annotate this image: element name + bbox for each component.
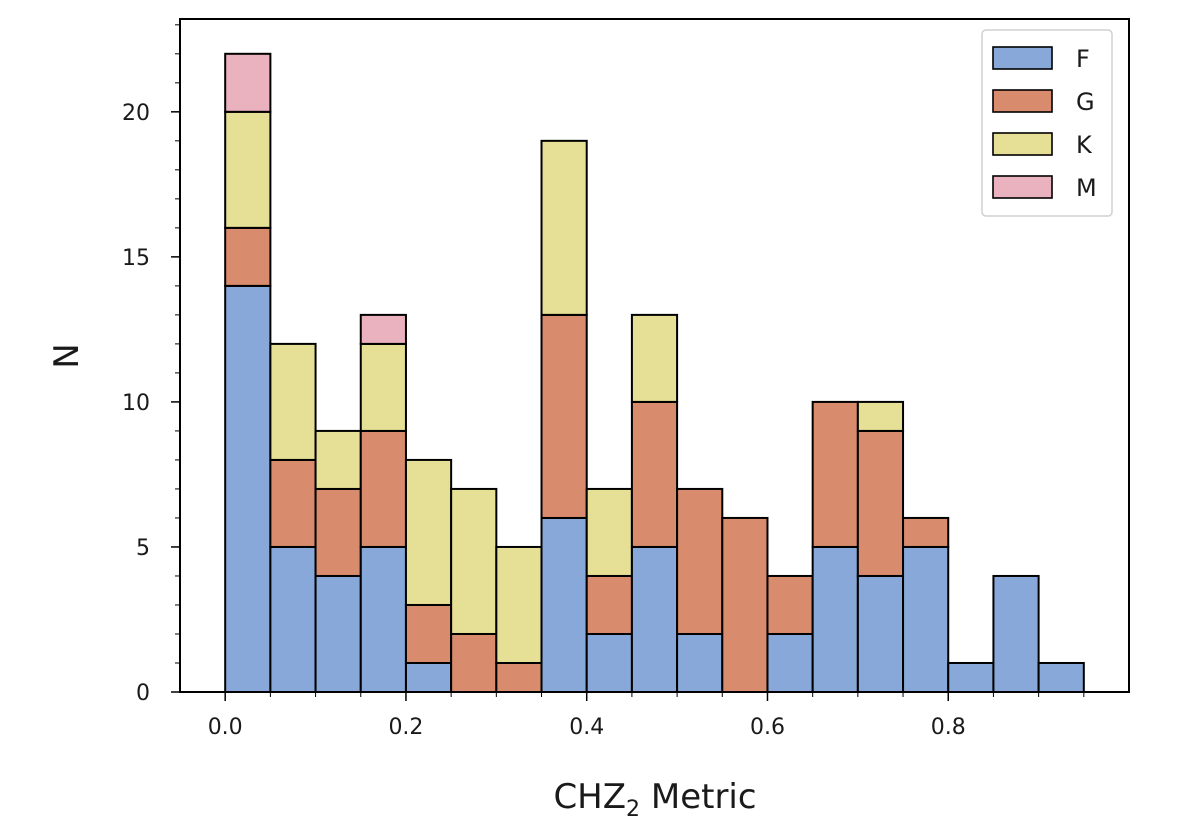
x-axis-title: CHZ2 Metric: [553, 777, 756, 822]
bar-g-bin-9: [630, 400, 679, 548]
y-tick-label: 0: [136, 681, 150, 706]
legend: F G K M: [981, 29, 1113, 217]
x-tick-label: 0.0: [208, 715, 243, 740]
plot-frame: [179, 18, 1130, 693]
bar-k-bin-3: [359, 342, 407, 432]
bar-f-bin-0: [224, 284, 272, 693]
y-tick-label: 5: [136, 536, 150, 561]
bar-g-bin-1: [269, 458, 317, 548]
bar-f-bin-10: [676, 632, 724, 694]
bar-f-bin-17: [992, 574, 1040, 693]
bar-k-bin-6: [495, 545, 543, 664]
bar-g-bin-14: [856, 429, 905, 577]
bar-f-bin-12: [766, 632, 814, 694]
bar-f-bin-8: [585, 632, 633, 694]
legend-label-m: M: [1076, 174, 1097, 202]
x-tick-label: 0.4: [569, 715, 604, 740]
bar-k-bin-14: [856, 400, 905, 432]
bar-f-bin-13: [811, 545, 859, 694]
bars-layer: [224, 52, 1085, 694]
bar-f-bin-15: [902, 545, 950, 694]
x-axis-title-subscript: 2: [626, 797, 640, 822]
bar-k-bin-1: [269, 342, 317, 461]
y-tick-label: 10: [122, 391, 150, 416]
bar-f-bin-2: [314, 574, 362, 693]
x-tick-label: 0.8: [931, 715, 966, 740]
bar-k-bin-2: [314, 429, 362, 490]
legend-label-k: K: [1076, 131, 1093, 159]
y-tick-label: 20: [122, 101, 150, 126]
bar-k-bin-5: [450, 487, 498, 635]
bar-k-bin-8: [585, 487, 633, 577]
bar-g-bin-0: [224, 226, 272, 287]
bar-f-bin-4: [404, 661, 453, 694]
legend-label-g: G: [1076, 88, 1095, 116]
bar-g-bin-15: [902, 516, 950, 548]
bar-g-bin-12: [766, 574, 814, 635]
x-tick-label: 0.6: [750, 715, 785, 740]
y-tick-label: 15: [122, 246, 150, 271]
bar-f-bin-16: [947, 661, 995, 694]
bar-g-bin-3: [359, 429, 407, 548]
bar-g-bin-13: [811, 400, 859, 548]
legend-frame: [981, 29, 1113, 217]
bar-m-bin-0: [224, 52, 272, 113]
bar-g-bin-10: [676, 487, 724, 635]
bar-g-bin-11: [721, 516, 769, 694]
bar-k-bin-7: [540, 139, 588, 316]
bar-f-bin-18: [1037, 661, 1085, 694]
bar-k-bin-0: [224, 110, 272, 229]
legend-swatch-g: [992, 89, 1053, 113]
legend-swatch-k: [992, 132, 1053, 156]
legend-label-f: F: [1076, 45, 1090, 73]
bar-g-bin-6: [495, 661, 543, 694]
ticks-layer: 0.0 0.2 0.4 0.6 0.8 0 5 10 15 20: [122, 24, 1085, 740]
bar-g-bin-8: [585, 574, 633, 635]
bar-f-bin-9: [630, 545, 679, 694]
bar-f-bin-7: [540, 516, 588, 694]
bar-g-bin-4: [404, 603, 453, 664]
bar-f-bin-3: [359, 545, 407, 694]
bar-k-bin-9: [630, 313, 679, 403]
legend-swatch-m: [992, 175, 1053, 199]
bar-g-bin-5: [450, 632, 498, 694]
bar-g-bin-7: [540, 313, 588, 519]
bar-k-bin-4: [404, 458, 453, 606]
bar-f-bin-14: [856, 574, 905, 693]
y-axis-title: N: [47, 343, 87, 368]
bar-f-bin-1: [269, 545, 317, 694]
x-axis-title-rest: Metric: [640, 777, 757, 817]
x-axis-title-main: CHZ: [553, 777, 626, 817]
legend-swatch-f: [992, 46, 1053, 70]
bar-m-bin-3: [359, 313, 407, 345]
bar-g-bin-2: [314, 487, 362, 577]
x-tick-label: 0.2: [388, 715, 423, 740]
